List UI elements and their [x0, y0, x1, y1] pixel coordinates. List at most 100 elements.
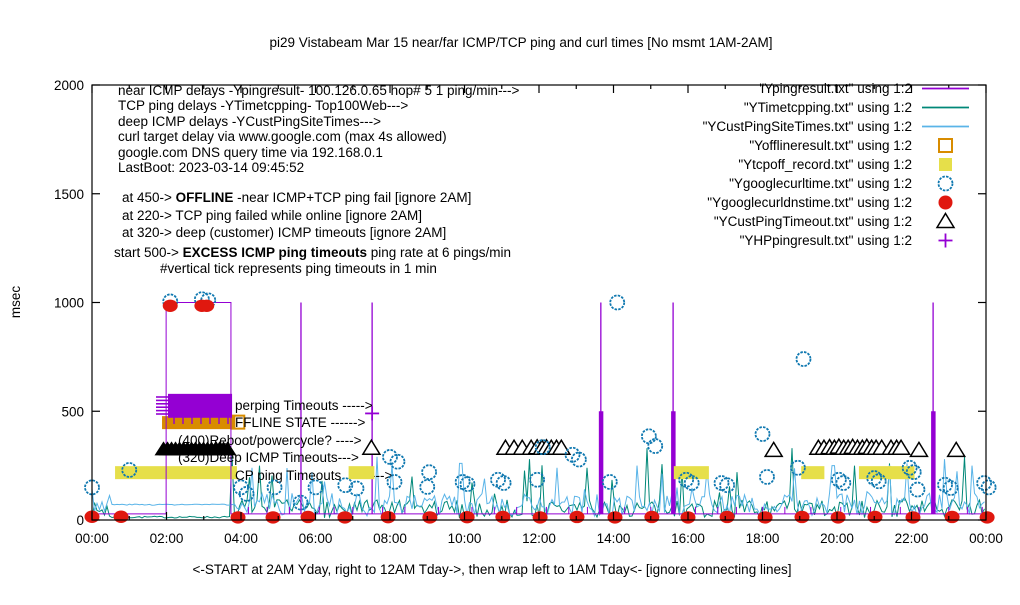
curl-time-circle — [835, 475, 852, 491]
curl-time-circle — [683, 475, 700, 491]
curl-time-circle — [495, 475, 512, 491]
x-tick-label: 14:00 — [597, 531, 631, 546]
legend-label: "YCustPingSiteTimes.txt" using 1:2 — [703, 119, 912, 134]
curl-time-circle — [529, 471, 546, 488]
curl-time-circle — [976, 475, 993, 491]
dns-time-dot — [162, 299, 178, 312]
curl-time-circle — [789, 459, 806, 476]
curl-time-circle — [193, 291, 210, 308]
curl-time-circle — [389, 453, 406, 470]
ping-spike-thick — [931, 411, 936, 514]
x-tick-label: 02:00 — [150, 531, 184, 546]
curl-time-circle — [564, 446, 581, 463]
info-line: deep ICMP delays -YCustPingSiteTimes---> — [118, 114, 381, 129]
x-tick-label: 22:00 — [895, 531, 929, 546]
dns-time-dot — [757, 511, 773, 524]
legend-entry: "YCustPingSiteTimes.txt" using 1:2 — [703, 119, 969, 134]
x-tick-label: 06:00 — [299, 531, 333, 546]
legend-entry: "YHPpingresult.txt" using 1:2 — [740, 233, 953, 248]
legend-filled-circle — [938, 195, 953, 210]
dns-time-dot — [300, 510, 316, 524]
ping-spike-thick — [598, 411, 604, 514]
x-tick-label: 18:00 — [746, 531, 780, 546]
offline-bar — [162, 416, 236, 430]
info-line: LastBoot: 2023-03-14 09:45:52 — [118, 160, 304, 175]
timeout-triangle — [891, 438, 911, 455]
curl-time-circle — [238, 485, 255, 502]
legend-entry: "YCustPingTimeout.txt" using 1:2 — [714, 212, 956, 229]
dns-time-dot — [569, 510, 585, 524]
curl-time-circle — [570, 451, 587, 468]
dns-time-dot — [495, 510, 511, 524]
curl-time-circle — [162, 293, 179, 310]
ping-spike-thick — [671, 411, 676, 514]
x-tick-label: 00:00 — [969, 531, 1003, 546]
y-tick-label: 1000 — [54, 296, 84, 311]
curl-time-circle — [307, 479, 324, 496]
legend-label: "Ygooglecurldnstime.txt" using 1:2 — [707, 195, 912, 210]
plot-annotation: CP ping Timeouts — [235, 468, 342, 483]
curl-time-circle — [609, 294, 626, 311]
axes: 00:00 02:00 04:00 06:00 08:00 10:00 12:00 14:00… — [54, 78, 1003, 546]
curl-time-circle — [266, 479, 283, 496]
x-tick-label: 04:00 — [224, 531, 258, 546]
curl-time-circle — [905, 464, 922, 481]
y-tick-label: 0 — [76, 513, 84, 528]
tcpoff-square — [673, 466, 709, 480]
timeout-triangle-band — [218, 441, 237, 456]
dns-time-dot — [944, 510, 960, 524]
x-tick-label: 12:00 — [522, 531, 556, 546]
curl-time-circle — [200, 292, 217, 309]
curl-time-circle — [647, 438, 664, 454]
dns-time-dot — [532, 511, 548, 524]
curl-time-circle — [382, 449, 398, 465]
curl-time-circle — [870, 473, 887, 490]
chart-title: pi29 Vistabeam Mar 15 near/far ICMP/TCP … — [270, 35, 773, 50]
curl-time-circle — [421, 464, 438, 481]
dns-time-dot — [459, 510, 475, 524]
legend-label: "YHPpingresult.txt" using 1:2 — [740, 233, 912, 248]
legend-label: "Ypingresult.txt" using 1:2 — [759, 81, 912, 96]
curl-time-circle — [759, 469, 775, 485]
curl-time-circle — [292, 494, 309, 511]
plot-annotation: perping Timeouts -----> — [235, 398, 373, 413]
legend-open-triangle — [935, 212, 956, 229]
curl-time-circle — [719, 477, 736, 494]
curl-time-circle — [980, 479, 997, 496]
info-line: curl target delay via www.google.com (ma… — [118, 129, 447, 144]
legend-label: "Ytcpoff_record.txt" using 1:2 — [738, 157, 912, 172]
x-tick-label: 08:00 — [373, 531, 407, 546]
info-line: at 320-> deep (customer) ICMP timeouts [… — [122, 225, 446, 240]
legend-entry: "Ygooglecurltime.txt" using 1:2 — [729, 175, 954, 192]
dns-time-dot — [230, 511, 246, 524]
curl-time-circle — [909, 481, 926, 498]
curl-time-circle — [795, 351, 812, 367]
plot-annotation: FFLINE STATE ------> — [235, 415, 365, 430]
curl-time-circle — [121, 462, 138, 478]
dns-time-dot — [199, 299, 215, 312]
dns-time-dot — [794, 510, 810, 524]
curl-time-circle — [713, 475, 730, 491]
legend-open-square — [938, 138, 953, 153]
curl-time-circle — [386, 474, 403, 490]
x-axis-caption: <-START at 2AM Yday, right to 12AM Tday-… — [193, 562, 792, 577]
curl-time-circle — [830, 471, 847, 488]
dns-time-dot — [867, 510, 883, 524]
dns-time-dot — [979, 511, 995, 524]
y-axis-label: msec — [8, 286, 23, 319]
legend-entry: "Ygooglecurldnstime.txt" using 1:2 — [707, 195, 953, 210]
dns-time-dot — [830, 511, 846, 524]
curl-time-circle — [866, 470, 883, 486]
info-line: TCP ping delays -YTimetcpping- Top100Web… — [118, 98, 408, 113]
tcpoff-square — [858, 466, 892, 480]
timeout-triangle — [909, 440, 929, 458]
tcpoff-square — [348, 466, 375, 480]
y-tick-label: 500 — [61, 404, 84, 419]
scatter-markers — [84, 291, 997, 524]
curl-time-circle — [901, 459, 918, 476]
legend-label: "Yofflineresult.txt" using 1:2 — [749, 138, 912, 153]
timeout-triangle — [551, 438, 572, 455]
curl-time-circle — [937, 476, 953, 493]
